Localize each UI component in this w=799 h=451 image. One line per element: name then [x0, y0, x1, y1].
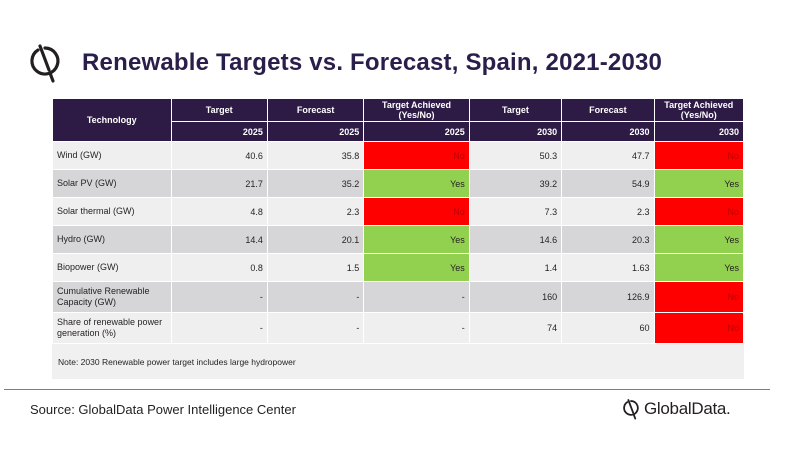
year-header: 2025	[363, 121, 470, 142]
targets-table: Technology Target Forecast Target Achiev…	[52, 98, 745, 344]
row-label: Solar PV (GW)	[52, 169, 172, 198]
table-cell: 20.3	[561, 225, 655, 254]
table-cell: -	[170, 281, 268, 313]
table-cell: 40.6	[170, 141, 268, 170]
column-header-target-2030: Target	[468, 98, 563, 122]
year-header: 2030	[468, 121, 563, 142]
brand-logo: GlobalData.	[622, 397, 731, 421]
globaldata-logo-icon	[30, 44, 60, 83]
table-cell: 1.4	[468, 253, 563, 282]
row-label: Hydro (GW)	[52, 225, 172, 254]
table-row: Share of renewable power generation (%) …	[52, 312, 745, 344]
table-cell: 54.9	[561, 169, 655, 198]
status-cell-yes: Yes	[363, 253, 470, 282]
row-label: Solar thermal (GW)	[52, 197, 172, 226]
table-cell: 14.6	[468, 225, 563, 254]
year-header: 2030	[561, 121, 655, 142]
status-cell-no: No	[363, 141, 470, 170]
table-cell: -	[170, 312, 268, 344]
table-row: Biopower (GW) 0.8 1.5 Yes 1.4 1.63 Yes	[52, 253, 745, 282]
status-cell-yes: Yes	[653, 253, 745, 282]
divider	[4, 389, 770, 390]
table-cell: 74	[468, 312, 563, 344]
status-cell-no: No	[653, 281, 745, 313]
column-header-technology: Technology	[52, 98, 172, 142]
table-header-row: Technology Target Forecast Target Achiev…	[52, 98, 745, 142]
status-cell-yes: Yes	[363, 169, 470, 198]
column-header-target-2025: Target	[170, 98, 268, 122]
table-row: Hydro (GW) 14.4 20.1 Yes 14.6 20.3 Yes	[52, 225, 745, 254]
globaldata-logo-icon	[623, 399, 639, 420]
status-cell-yes: Yes	[653, 225, 745, 254]
column-header-achieved-2025: Target Achieved (Yes/No)	[363, 98, 470, 122]
table-note: Note: 2030 Renewable power target includ…	[58, 357, 296, 367]
table-cell: 7.3	[468, 197, 563, 226]
table-cell: -	[266, 281, 365, 313]
table-row: Solar PV (GW) 21.7 35.2 Yes 39.2 54.9 Ye…	[52, 169, 745, 198]
table-cell: 35.8	[266, 141, 365, 170]
table-cell: 39.2	[468, 169, 563, 198]
table-year-row: 2025 2025 2025 2030 2030 2030	[53, 121, 745, 142]
table-cell: -	[363, 281, 470, 313]
targets-table-panel: Technology Target Forecast Target Achiev…	[52, 98, 745, 379]
table-cell: 0.8	[170, 253, 268, 282]
row-label: Biopower (GW)	[52, 253, 172, 282]
year-header: 2030	[653, 121, 745, 142]
column-header-achieved-2030: Target Achieved (Yes/No)	[653, 98, 745, 122]
table-cell: 21.7	[170, 169, 268, 198]
table-cell: 4.8	[170, 197, 268, 226]
brand-name: GlobalData.	[644, 399, 731, 418]
status-cell-yes: Yes	[653, 169, 745, 198]
table-cell: 20.1	[266, 225, 365, 254]
status-cell-no: No	[653, 141, 745, 170]
column-header-forecast-2025: Forecast	[266, 98, 365, 122]
header: Renewable Targets vs. Forecast, Spain, 2…	[28, 40, 662, 86]
column-header-forecast-2030: Forecast	[561, 98, 655, 122]
table-cell: 50.3	[468, 141, 563, 170]
table-cell: -	[363, 312, 470, 344]
table-cell: 2.3	[266, 197, 365, 226]
table-cell: 2.3	[561, 197, 655, 226]
status-cell-yes: Yes	[363, 225, 470, 254]
table-row: Wind (GW) 40.6 35.8 No 50.3 47.7 No	[52, 141, 745, 170]
source-text: Source: GlobalData Power Intelligence Ce…	[30, 402, 296, 417]
year-header: 2025	[266, 121, 365, 142]
table-cell: 1.5	[266, 253, 365, 282]
table-cell: -	[266, 312, 365, 344]
year-header: 2025	[170, 121, 268, 142]
table-row: Solar thermal (GW) 4.8 2.3 No 7.3 2.3 No	[52, 197, 745, 226]
table-cell: 126.9	[561, 281, 655, 313]
status-cell-no: No	[653, 312, 745, 344]
table-cell: 1.63	[561, 253, 655, 282]
status-cell-no: No	[363, 197, 470, 226]
row-label: Wind (GW)	[52, 141, 172, 170]
table-cell: 35.2	[266, 169, 365, 198]
page-title: Renewable Targets vs. Forecast, Spain, 2…	[82, 49, 663, 76]
table-cell: 60	[561, 312, 655, 344]
row-label: Cumulative Renewable Capacity (GW)	[52, 281, 172, 313]
table-row: Cumulative Renewable Capacity (GW) - - -…	[52, 281, 745, 313]
table-cell: 14.4	[170, 225, 268, 254]
table-cell: 160	[468, 281, 563, 313]
status-cell-no: No	[653, 197, 745, 226]
table-cell: 47.7	[561, 141, 655, 170]
row-label: Share of renewable power generation (%)	[52, 312, 172, 344]
